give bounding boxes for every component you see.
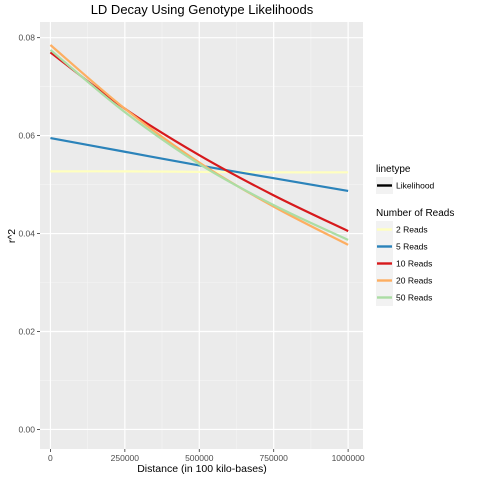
y-tick-label: 0.02 (18, 326, 35, 336)
x-tick-label: 1000000 (332, 453, 365, 463)
series-lines (49, 44, 349, 246)
y-tick-label: 0.00 (18, 424, 35, 434)
series-line-50-reads (49, 49, 349, 241)
y-tick-label: 0.08 (18, 33, 35, 43)
legend-label: 5 Reads (396, 242, 428, 252)
legend-label: 10 Reads (396, 259, 432, 269)
legend-color-title: Number of Reads (376, 208, 454, 219)
legend-linetype-title: linetype (376, 164, 411, 175)
series-line-2-reads (50, 170, 349, 174)
series-line-5-reads (50, 136, 349, 193)
y-tick-label: 0.06 (18, 131, 35, 141)
plot-panel (40, 22, 363, 449)
x-tick-label: 750000 (260, 453, 289, 463)
legend-label: 20 Reads (396, 276, 432, 286)
x-tick-label: 0 (48, 453, 53, 463)
x-axis: 0 250000 500000 750000 1000000 (48, 449, 365, 463)
legend-linetype-label: Likelihood (396, 181, 435, 191)
y-axis-title: r^2 (6, 229, 18, 243)
grid-lines (40, 22, 363, 449)
legend: linetype Likelihood Number of Reads 2 Re… (376, 164, 454, 306)
series-line-10-reads (49, 51, 349, 233)
chart-title: LD Decay Using Genotype Likelihoods (91, 2, 314, 17)
x-tick-label: 500000 (185, 453, 214, 463)
x-tick-label: 250000 (111, 453, 140, 463)
series-line-20-reads (49, 44, 349, 246)
legend-label: 2 Reads (396, 225, 428, 235)
y-axis: 0.00 0.02 0.04 0.06 0.08 (18, 33, 40, 434)
plot-background (40, 22, 363, 449)
legend-label: 50 Reads (396, 293, 432, 303)
legend-color-items: 2 Reads 5 Reads 10 Reads 20 Reads 50 Reads (376, 221, 432, 306)
y-tick-label: 0.04 (18, 229, 35, 239)
x-axis-title: Distance (in 100 kilo-bases) (137, 463, 267, 475)
